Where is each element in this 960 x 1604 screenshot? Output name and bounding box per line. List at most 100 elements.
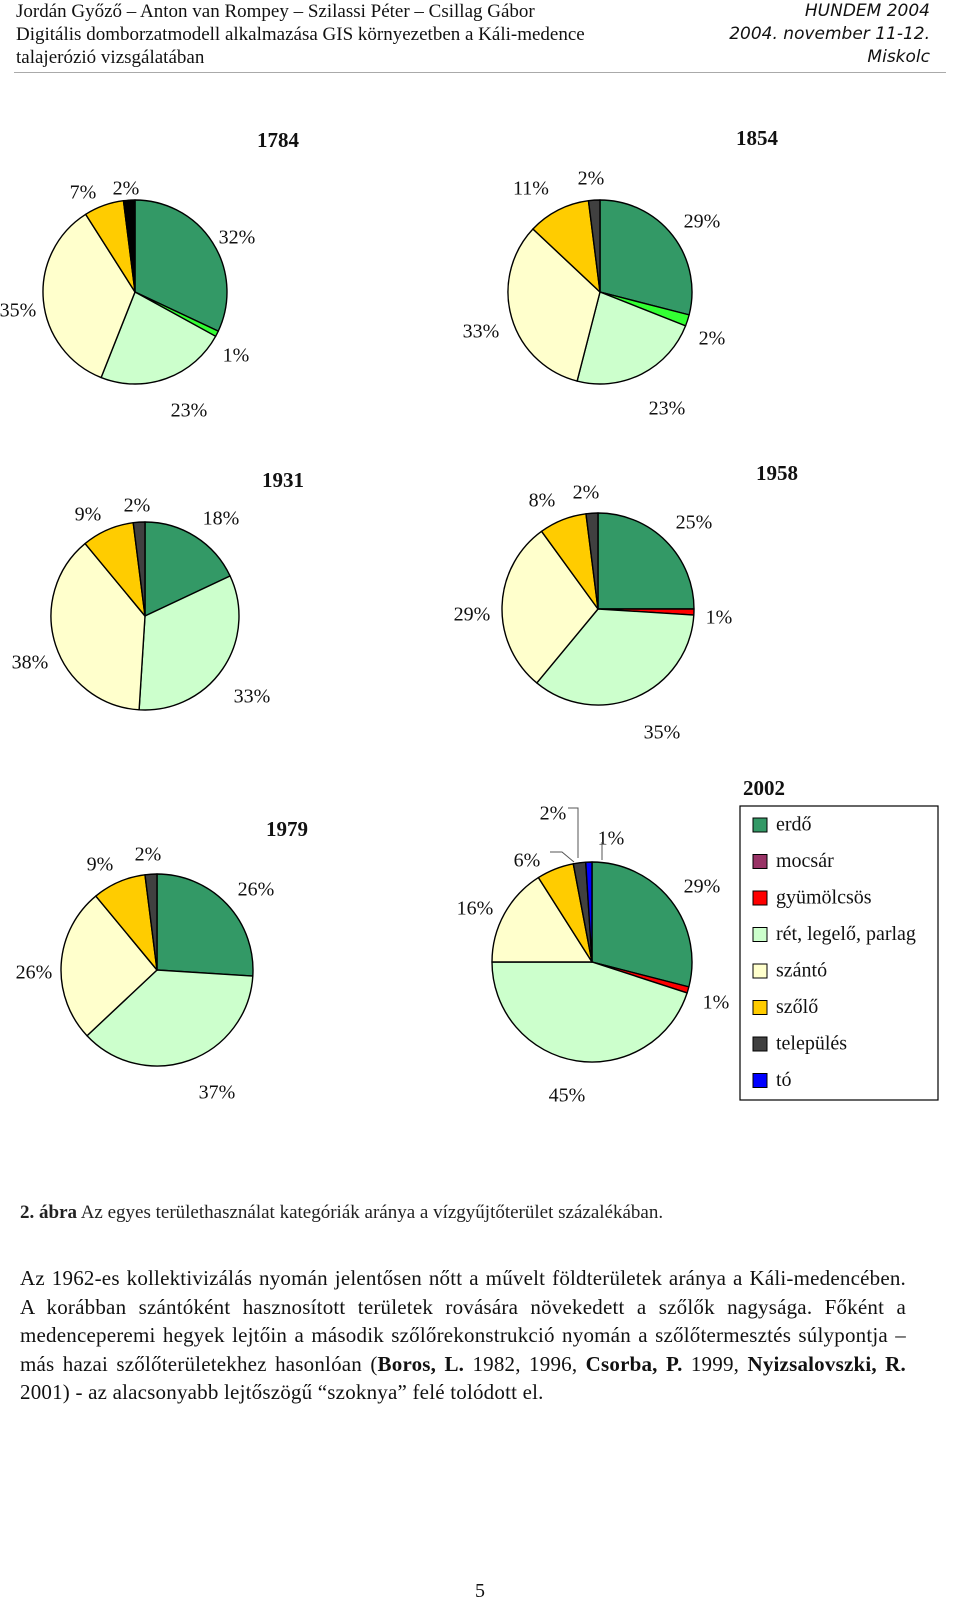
pie-title: 1979 bbox=[266, 817, 308, 841]
legend-swatch bbox=[752, 1036, 768, 1052]
pie-data-label: 9% bbox=[75, 504, 102, 526]
paragraph-text: 1982, 1996, bbox=[464, 1351, 586, 1376]
pie-slice bbox=[507, 228, 601, 382]
pie-data-label: 45% bbox=[549, 1085, 586, 1107]
pie-slice bbox=[599, 199, 693, 316]
pie-data-label: 2% bbox=[135, 844, 162, 866]
legend-box bbox=[739, 805, 939, 1101]
pie-data-label: 18% bbox=[203, 508, 240, 530]
pie-data-label: 35% bbox=[644, 722, 681, 744]
pie-data-label: 29% bbox=[684, 211, 721, 233]
pie-slice bbox=[587, 199, 601, 293]
pie-data-label: 38% bbox=[12, 652, 49, 674]
pie-slice bbox=[86, 969, 254, 1067]
pie-slice bbox=[138, 575, 240, 711]
pie-data-label: 29% bbox=[684, 876, 721, 898]
figure-number: 2. ábra bbox=[20, 1202, 77, 1223]
legend-swatch bbox=[752, 854, 768, 869]
pie-data-label: 2% bbox=[113, 178, 140, 200]
legend-label: mocsár bbox=[776, 850, 834, 872]
pie-data-label: 7% bbox=[70, 182, 97, 204]
figure-caption: 2. ábra Az egyes területhasználat kategó… bbox=[20, 1202, 663, 1224]
pie-slice bbox=[536, 608, 695, 706]
pie-data-label: 37% bbox=[199, 1082, 236, 1104]
pie-data-label: 2% bbox=[699, 328, 726, 350]
pie-slice bbox=[585, 512, 599, 610]
pie-slice bbox=[42, 213, 136, 379]
pie-slice bbox=[591, 861, 693, 988]
paragraph-text: Az 1962-es kollektivizálás nyomán jelent… bbox=[20, 1266, 906, 1376]
legend-label: erdő bbox=[776, 814, 812, 836]
pie-title: 1931 bbox=[262, 468, 304, 492]
land-use-pie-charts: 1784 32% 1% 23% 35% 7% 2% 1854 29% 2% 23% 33% 11% 2% 1… bbox=[0, 126, 939, 1107]
header-title-line-1: Digitális domborzatmodell alkalmazása GI… bbox=[16, 24, 585, 45]
pie-title: 1958 bbox=[756, 461, 798, 485]
pie-data-label: 23% bbox=[171, 400, 208, 422]
pie-data-label: 1% bbox=[223, 345, 250, 367]
pie-data-label: 25% bbox=[676, 512, 713, 534]
pie-title: 1854 bbox=[736, 126, 779, 150]
pie-data-label: 6% bbox=[514, 850, 541, 872]
citation-author: Csorba, P. bbox=[585, 1351, 683, 1376]
legend-swatch bbox=[752, 927, 768, 942]
pie-data-label: 33% bbox=[463, 321, 500, 343]
legend-label: gyümölcsös bbox=[776, 887, 872, 909]
label-leader-line bbox=[550, 851, 575, 863]
figure-caption-text: Az egyes területhasználat kategóriák ará… bbox=[77, 1202, 664, 1223]
pie-slice bbox=[100, 291, 217, 385]
running-header-authors: Jordán Győző – Anton van Rompey – Szilas… bbox=[16, 0, 585, 69]
pie-data-label: 32% bbox=[219, 227, 256, 249]
legend-label: település bbox=[776, 1033, 847, 1055]
pie-data-label: 26% bbox=[16, 962, 53, 984]
citation-author: Nyizsalovszki, R. bbox=[747, 1351, 906, 1376]
header-title-line-2: talajerózió vizsgálatában bbox=[16, 47, 205, 68]
pie-title: 1784 bbox=[257, 128, 300, 152]
header-conference-name: HUNDEM 2004 bbox=[804, 1, 930, 21]
body-paragraph: Az 1962-es kollektivizálás nyomán jelent… bbox=[20, 1264, 906, 1407]
legend-swatch bbox=[752, 1000, 768, 1015]
paragraph-text: 2001) - az alacsonyabb lejtőszögű “szokn… bbox=[20, 1380, 544, 1404]
pie-data-label: 35% bbox=[0, 300, 36, 322]
pie-slice bbox=[60, 895, 158, 1037]
pie-slice bbox=[576, 291, 687, 385]
legend-label: tó bbox=[776, 1069, 792, 1091]
pie-slice bbox=[491, 876, 593, 963]
header-conference-place: Miskolc bbox=[867, 47, 930, 67]
pie-data-label: 11% bbox=[513, 178, 549, 200]
page-number: 5 bbox=[475, 1580, 485, 1602]
pie-slice bbox=[144, 873, 158, 971]
legend-label: szőlő bbox=[776, 996, 818, 1018]
header-rule bbox=[14, 72, 946, 73]
pie-slice bbox=[585, 861, 593, 963]
pie-data-label: 8% bbox=[529, 490, 556, 512]
header-authors-line: Jordán Győző – Anton van Rompey – Szilas… bbox=[16, 1, 535, 22]
header-conference-date: 2004. november 11-12. bbox=[729, 24, 930, 44]
pie-data-label: 1% bbox=[703, 992, 730, 1014]
pie-slice bbox=[144, 521, 231, 617]
pie-data-label: 23% bbox=[649, 398, 686, 420]
chart-legend: erdő mocsár gyümölcsös rét, legelő, parlag s… bbox=[739, 805, 939, 1101]
legend-swatch bbox=[752, 1073, 768, 1088]
pie-data-label: 1% bbox=[598, 828, 625, 850]
pie-slice bbox=[122, 199, 136, 293]
label-leader-line bbox=[568, 807, 579, 858]
pie-data-label: 9% bbox=[87, 854, 114, 876]
pie-data-label: 2% bbox=[124, 495, 151, 517]
pie-data-label: 2% bbox=[573, 482, 600, 504]
legend-swatch bbox=[752, 890, 768, 906]
pie-data-label: 1% bbox=[706, 607, 733, 629]
legend-label: szántó bbox=[776, 960, 827, 982]
legend-label: rét, legelő, parlag bbox=[776, 923, 916, 945]
paragraph-text: 1999, bbox=[682, 1351, 748, 1376]
pie-slice bbox=[501, 530, 599, 684]
pie-data-label: 26% bbox=[238, 879, 275, 901]
running-header-conference: HUNDEM 2004 2004. november 11-12. Miskol… bbox=[729, 0, 930, 69]
pie-slice bbox=[156, 873, 254, 977]
pie-slice bbox=[597, 512, 695, 610]
citation-author: Boros, L. bbox=[377, 1351, 465, 1376]
legend-swatch bbox=[752, 963, 768, 979]
pie-data-label: 29% bbox=[454, 604, 491, 626]
pie-data-label: 2% bbox=[578, 168, 605, 190]
pie-slice bbox=[50, 542, 146, 711]
pie-data-label: 33% bbox=[234, 686, 271, 708]
